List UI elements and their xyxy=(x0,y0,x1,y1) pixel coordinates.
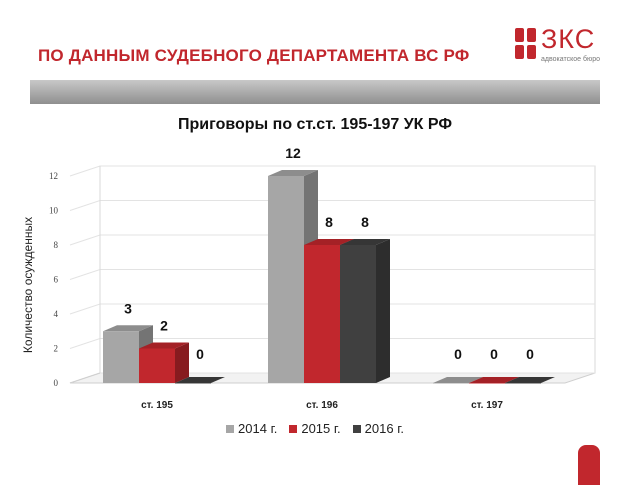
legend-swatch-2016 xyxy=(352,424,361,433)
data-label: 3 xyxy=(124,300,132,316)
y-tick-label: 8 xyxy=(54,240,59,250)
legend-item-2016: 2016 г. xyxy=(352,421,404,436)
bar-top xyxy=(103,325,153,332)
legend-label-2015: 2015 г. xyxy=(301,421,341,436)
bar xyxy=(139,348,175,383)
data-label: 0 xyxy=(526,346,534,362)
legend-label-2016: 2016 г. xyxy=(364,421,404,436)
bar-side xyxy=(376,239,390,383)
bar-top xyxy=(340,239,390,245)
logo-subtitle: адвокатское бюро xyxy=(541,56,601,63)
bar xyxy=(340,245,376,383)
legend-swatch-2014 xyxy=(226,424,235,433)
corner-decoration xyxy=(578,445,600,485)
logo: ЗКС адвокатское бюро xyxy=(513,24,608,66)
y-tick-label: 2 xyxy=(54,344,59,354)
x-tick-label: ст. 197 xyxy=(471,400,503,411)
bar-top xyxy=(304,239,354,245)
header-band xyxy=(30,80,600,104)
bar-top xyxy=(469,377,519,383)
data-label: 0 xyxy=(490,346,498,362)
bar xyxy=(469,383,505,384)
axis-depth-line xyxy=(69,372,101,384)
legend: 2014 г. 2015 г. 2016 г. xyxy=(0,421,630,436)
data-label: 12 xyxy=(285,145,301,161)
bar-top xyxy=(139,342,189,349)
logo-mark-icon xyxy=(515,28,536,59)
y-tick-label: 6 xyxy=(54,275,59,285)
logo-text: ЗКС xyxy=(541,24,596,54)
bar xyxy=(103,331,139,383)
data-label: 0 xyxy=(196,346,204,362)
bar-top xyxy=(505,377,555,383)
bar xyxy=(505,383,541,384)
bar-top xyxy=(433,377,483,383)
data-label: 8 xyxy=(325,214,333,230)
legend-label-2014: 2014 г. xyxy=(238,421,278,436)
data-label: 2 xyxy=(160,318,168,334)
bar xyxy=(433,383,469,384)
bar-side xyxy=(175,342,189,383)
legend-item-2015: 2015 г. xyxy=(289,421,341,436)
page-title: ПО ДАННЫМ СУДЕБНОГО ДЕПАРТАМЕНТА ВС РФ xyxy=(38,46,470,65)
chart-title: Приговоры по ст.ст. 195-197 УК РФ xyxy=(178,116,452,133)
y-tick-label: 4 xyxy=(54,309,59,319)
bar-top xyxy=(175,377,225,383)
bar-top xyxy=(268,170,318,176)
bar xyxy=(304,245,340,383)
bar-chart: 0 2 4 6 8 10 12 3 2 0 ст. 195 12 8 8 ст. 196 0 0 0 ст. 197 xyxy=(49,145,596,411)
y-tick-label: 10 xyxy=(49,206,59,216)
y-tick-label: 12 xyxy=(49,171,58,181)
x-tick-label: ст. 195 xyxy=(141,400,173,411)
legend-swatch-2015 xyxy=(289,424,298,433)
y-tick-label: 0 xyxy=(54,378,59,388)
legend-item-2014: 2014 г. xyxy=(226,421,277,436)
data-label: 8 xyxy=(361,214,369,230)
bar xyxy=(268,176,304,383)
data-label: 0 xyxy=(454,346,462,362)
bar xyxy=(175,383,211,384)
x-tick-label: ст. 196 xyxy=(306,400,338,411)
